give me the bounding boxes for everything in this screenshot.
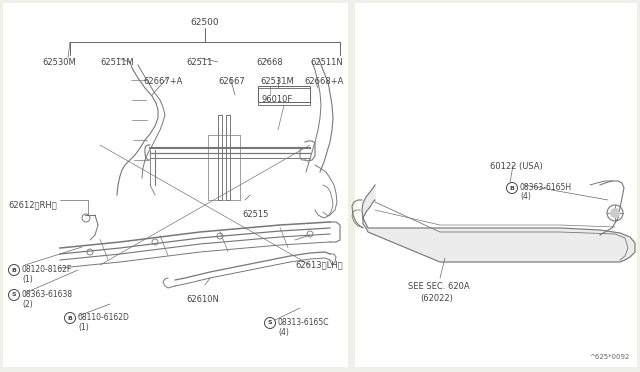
Polygon shape <box>362 185 635 262</box>
Text: 62668+A: 62668+A <box>304 77 344 86</box>
Text: 62511: 62511 <box>186 58 212 67</box>
Bar <box>3 3 348 367</box>
Text: 62511M: 62511M <box>100 58 134 67</box>
Text: 62613〈LH〉: 62613〈LH〉 <box>295 260 342 269</box>
Text: (4): (4) <box>278 328 289 337</box>
Text: (2): (2) <box>22 300 33 309</box>
Text: (62022): (62022) <box>420 294 453 303</box>
Text: (1): (1) <box>78 323 89 332</box>
Text: 62515: 62515 <box>242 210 268 219</box>
Text: 62668: 62668 <box>256 58 283 67</box>
Text: 62511N: 62511N <box>310 58 343 67</box>
Text: (1): (1) <box>22 275 33 284</box>
Text: 08110-6162D: 08110-6162D <box>78 313 130 322</box>
Text: 62500: 62500 <box>191 18 220 27</box>
Bar <box>258 86 310 102</box>
Text: 08363-6165H: 08363-6165H <box>520 183 572 192</box>
Text: B: B <box>68 315 72 321</box>
Text: 62612〈RH〉: 62612〈RH〉 <box>8 200 57 209</box>
Text: S: S <box>268 321 272 326</box>
Text: 08313-6165C: 08313-6165C <box>278 318 330 327</box>
Text: SEE SEC. 620A: SEE SEC. 620A <box>408 282 470 291</box>
Text: 62530M: 62530M <box>42 58 76 67</box>
Text: B: B <box>509 186 515 190</box>
Text: B: B <box>12 267 17 273</box>
Text: 96010F: 96010F <box>262 95 293 104</box>
Text: S: S <box>12 292 16 298</box>
Circle shape <box>610 208 620 218</box>
Text: ^625*0092: ^625*0092 <box>589 354 630 360</box>
Text: 62667+A: 62667+A <box>143 77 182 86</box>
Text: 08120-8162F: 08120-8162F <box>22 265 72 274</box>
Text: 62667: 62667 <box>218 77 244 86</box>
Bar <box>355 3 637 367</box>
Text: (4): (4) <box>520 192 531 201</box>
Text: 62610N: 62610N <box>186 295 219 304</box>
Text: 62531M: 62531M <box>260 77 294 86</box>
Text: 60122 (USA): 60122 (USA) <box>490 162 543 171</box>
Text: 08363-61638: 08363-61638 <box>22 290 73 299</box>
